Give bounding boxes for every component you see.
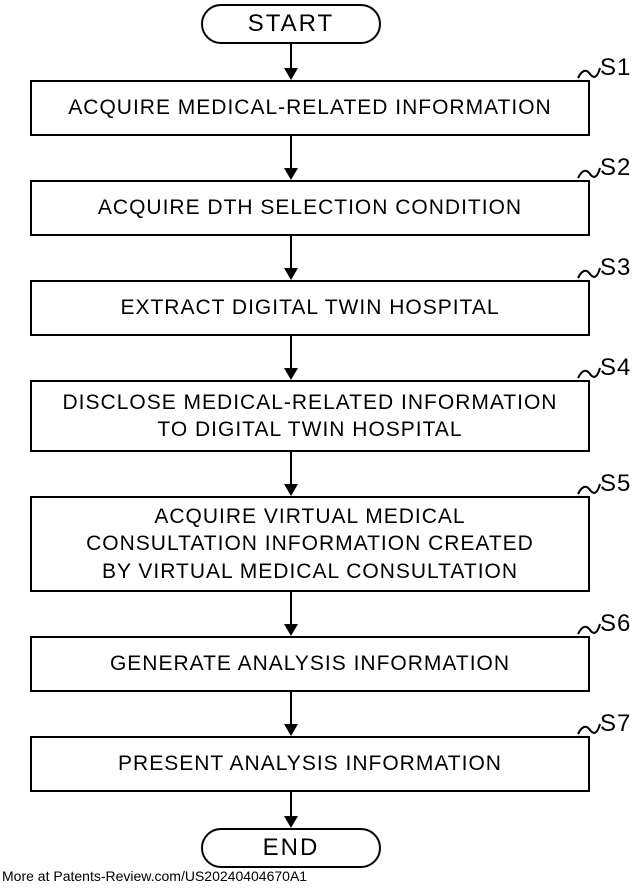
flow-arrow (282, 44, 300, 80)
label-connector (576, 62, 602, 82)
process-s4: DISCLOSE MEDICAL-RELATED INFORMATION TO … (30, 380, 590, 452)
process-s2: ACQUIRE DTH SELECTION CONDITION (30, 180, 590, 236)
flowchart-container: START ACQUIRE MEDICAL-RELATED INFORMATIO… (0, 0, 644, 888)
process-s2-text: ACQUIRE DTH SELECTION CONDITION (98, 194, 522, 221)
label-connector (576, 718, 602, 738)
process-s4-text: DISCLOSE MEDICAL-RELATED INFORMATION TO … (63, 389, 558, 444)
end-terminator: END (201, 828, 381, 868)
flow-arrow (282, 452, 300, 496)
process-s7-text: PRESENT ANALYSIS INFORMATION (118, 750, 502, 777)
process-s3: EXTRACT DIGITAL TWIN HOSPITAL (30, 280, 590, 336)
label-connector (576, 618, 602, 638)
flow-arrow (282, 136, 300, 180)
process-s5: ACQUIRE VIRTUAL MEDICAL CONSULTATION INF… (30, 496, 590, 592)
process-s7: PRESENT ANALYSIS INFORMATION (30, 736, 590, 792)
label-connector (576, 478, 602, 498)
step-label-s6: S6 (600, 610, 631, 638)
step-label-s1: S1 (600, 54, 631, 82)
process-s1-text: ACQUIRE MEDICAL-RELATED INFORMATION (68, 94, 551, 121)
process-s5-text: ACQUIRE VIRTUAL MEDICAL CONSULTATION INF… (86, 503, 534, 585)
step-label-s3: S3 (600, 254, 631, 282)
start-label: START (248, 10, 334, 38)
footer-text: More at Patents-Review.com/US20240404670… (2, 868, 307, 884)
flow-arrow (282, 692, 300, 736)
process-s3-text: EXTRACT DIGITAL TWIN HOSPITAL (120, 294, 499, 321)
label-connector (576, 162, 602, 182)
step-label-s4: S4 (600, 354, 631, 382)
flow-arrow (282, 236, 300, 280)
end-label: END (263, 834, 320, 862)
flow-arrow (282, 336, 300, 380)
process-s6-text: GENERATE ANALYSIS INFORMATION (110, 650, 510, 677)
flow-arrow (282, 592, 300, 636)
step-label-s2: S2 (600, 154, 631, 182)
step-label-s7: S7 (600, 710, 631, 738)
start-terminator: START (201, 4, 381, 44)
process-s6: GENERATE ANALYSIS INFORMATION (30, 636, 590, 692)
process-s1: ACQUIRE MEDICAL-RELATED INFORMATION (30, 80, 590, 136)
flow-arrow (282, 792, 300, 828)
label-connector (576, 362, 602, 382)
step-label-s5: S5 (600, 470, 631, 498)
label-connector (576, 262, 602, 282)
